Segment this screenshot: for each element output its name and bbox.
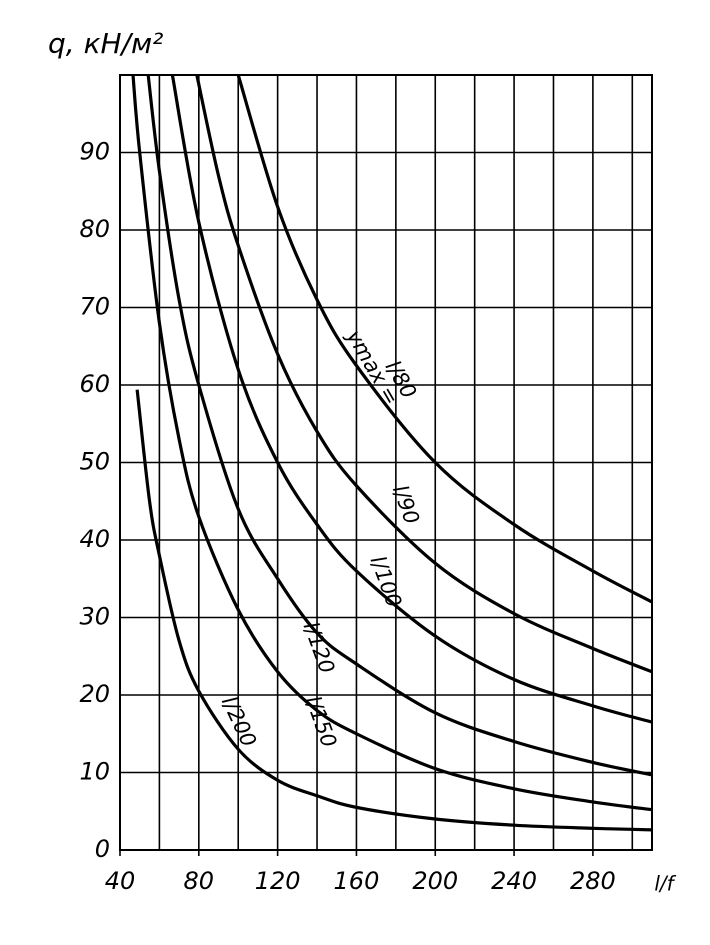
x-axis-label: l/f [654,872,676,896]
y-tick-label: 10 [79,758,110,786]
x-tick-label: 200 [412,867,458,895]
y-tick-label: 40 [79,525,110,553]
x-tick-label: 240 [491,867,537,895]
y-tick-label: 90 [79,138,110,166]
curve [131,74,653,812]
x-tick-label: 280 [570,867,616,895]
curve [170,74,653,724]
y-tick-label: 70 [79,293,110,321]
y-tick-label: 30 [79,603,110,631]
x-tick-label: 80 [184,867,215,895]
y-tick-label: 0 [95,835,110,863]
curve [135,389,653,832]
x-tick-label: 160 [334,867,380,895]
curve [195,74,653,674]
y-tick-label: 20 [79,680,110,708]
curve-label: l/90 [388,482,424,527]
x-tick-label: 120 [255,867,301,895]
y-tick-label: 60 [79,370,110,398]
curve-label: l/200 [217,692,261,750]
curve [236,74,653,604]
y-axis-label: q, кН/м² [48,27,163,60]
x-tick-label: 40 [105,867,136,895]
curve [146,74,653,777]
y-tick-label: 50 [79,448,110,476]
y-tick-label: 80 [79,215,110,243]
curve-label: l/100 [366,553,407,611]
